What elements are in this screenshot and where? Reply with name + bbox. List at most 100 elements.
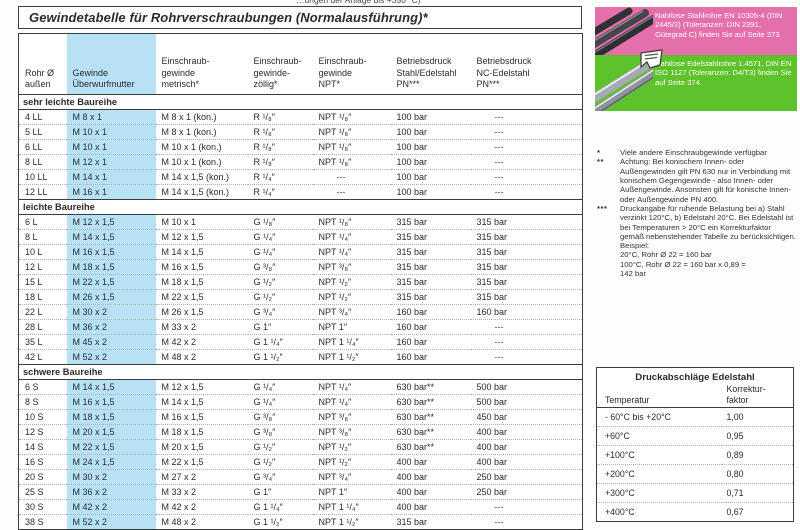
table-cell: 100 bar bbox=[390, 169, 471, 185]
table-cell: G ³/₄″ bbox=[247, 469, 313, 485]
table-cell: M 26 x 1,5 bbox=[66, 289, 156, 305]
table-cell: 100 bar bbox=[390, 124, 471, 140]
table-cell: --- bbox=[470, 319, 583, 335]
table-cell: 8 LL bbox=[18, 154, 67, 170]
table-cell: M 22 x 1,5 bbox=[155, 289, 248, 305]
table-cell: 10 S bbox=[18, 409, 67, 425]
table-cell: R ¹/₈″ bbox=[247, 139, 313, 155]
table-cell: G ¹/₂″ bbox=[247, 274, 313, 290]
table-cell: M 18 x 1,5 bbox=[66, 409, 156, 425]
table-cell: 400 bar bbox=[470, 454, 583, 470]
table-cell: M 14 x 1,5 (kon.) bbox=[155, 184, 248, 200]
correction-table: Temperatur Korrektur- faktor - 60°C bis … bbox=[597, 384, 793, 522]
table-cell: 450 bar bbox=[470, 409, 583, 425]
table-cell: 630 bar** bbox=[390, 409, 471, 425]
table-cell: --- bbox=[470, 349, 583, 365]
section-row: leichte Baureihe bbox=[18, 199, 583, 215]
column-header: Betriebsdruck Stahl/Edelstahl PN*** bbox=[396, 56, 457, 89]
table-cell: 315 bar bbox=[390, 244, 471, 260]
table-cell: NPT ¹/₈″ bbox=[312, 124, 391, 140]
table-header-row: Rohr Ø außen Gewinde Überwurfmutter Einsch… bbox=[19, 33, 583, 95]
table-cell: 315 bar bbox=[470, 289, 583, 305]
correction-table-title: Druckabschläge Edelstahl bbox=[635, 372, 755, 383]
table-cell: M 52 x 2 bbox=[66, 514, 156, 530]
table-cell: G ³/₄″ bbox=[247, 304, 313, 320]
table-cell: M 10 x 1 bbox=[155, 214, 248, 230]
table-cell: 315 bar bbox=[470, 259, 583, 275]
table-cell: 630 bar** bbox=[390, 424, 471, 440]
table-cell: NPT 1 ¹/₄″ bbox=[312, 499, 391, 515]
table-cell: 6 LL bbox=[18, 139, 67, 155]
section-row: schwere Baureihe bbox=[18, 364, 583, 380]
correction-factor: 0,89 bbox=[722, 445, 793, 465]
section-label: leichte Baureihe bbox=[18, 199, 583, 215]
table-cell: M 8 x 1 (kon.) bbox=[155, 109, 248, 125]
correction-col-factor: Korrektur- faktor bbox=[722, 384, 793, 409]
table-cell: 10 LL bbox=[18, 169, 67, 185]
table-cell: M 45 x 2 bbox=[66, 334, 156, 350]
table-cell: NPT ¹/₂″ bbox=[312, 289, 391, 305]
table-cell: G ¹/₄″ bbox=[247, 229, 313, 245]
correction-factor: 0,67 bbox=[722, 502, 793, 522]
table-cell: NPT 1″ bbox=[312, 319, 391, 335]
table-cell: G 1″ bbox=[247, 484, 313, 500]
correction-header-row: Temperatur Korrektur- faktor bbox=[597, 384, 793, 409]
table-cell: 630 bar** bbox=[390, 439, 471, 455]
column-header: Betriebsdruck NC-Edelstahl PN*** bbox=[476, 56, 532, 89]
table-cell: G 1 ¹/₂″ bbox=[247, 514, 313, 530]
section-label: schwere Baureihe bbox=[18, 364, 583, 380]
table-cell: 160 bar bbox=[390, 319, 471, 335]
column-header: Gewinde Überwurfmutter bbox=[66, 33, 156, 95]
table-cell: 12 L bbox=[18, 259, 67, 275]
correction-temperature: +300°C bbox=[597, 483, 723, 503]
table-cell: M 16 x 1,5 bbox=[66, 244, 156, 260]
table-cell: M 10 x 1 bbox=[66, 139, 156, 155]
table-cell: 4 LL bbox=[18, 109, 67, 125]
correction-factor: 0,95 bbox=[722, 426, 793, 446]
table-cell: 12 LL bbox=[18, 184, 67, 200]
info-box-steel-tubes: Nahtlose Stahlrohre EN 10305-4 (DIN 2445… bbox=[595, 7, 797, 55]
thread-table: Rohr Ø außen Gewinde Überwurfmutter Einsch… bbox=[18, 33, 583, 530]
table-cell: 160 bar bbox=[390, 349, 471, 365]
correction-row: +60°C 0,95 bbox=[597, 426, 793, 446]
table-cell: M 48 x 2 bbox=[155, 349, 248, 365]
table-cell: 16 S bbox=[18, 454, 67, 470]
table-cell: 250 bar bbox=[470, 469, 583, 485]
table-cell: 20 S bbox=[18, 469, 67, 485]
table-cell: 315 bar bbox=[390, 214, 471, 230]
table-cell: 38 S bbox=[18, 514, 67, 530]
table-cell: 160 bar bbox=[470, 304, 583, 320]
correction-temperature: +400°C bbox=[597, 502, 723, 522]
table-cell: 10 L bbox=[18, 244, 67, 260]
table-cell: --- bbox=[470, 109, 583, 125]
correction-row: +100°C 0,89 bbox=[597, 445, 793, 465]
table-cell: M 12 x 1,5 bbox=[155, 379, 248, 395]
pennant-icon bbox=[640, 49, 663, 69]
correction-temperature: +100°C bbox=[597, 445, 723, 465]
table-cell: R ¹/₄″ bbox=[247, 184, 313, 200]
table-cell: M 12 x 1,5 bbox=[66, 214, 156, 230]
table-cell: M 10 x 1 (kon.) bbox=[155, 139, 248, 155]
table-cell: --- bbox=[470, 169, 583, 185]
footnote-text: Achtung: Bei konischem Innen- oder Außen… bbox=[620, 157, 791, 204]
table-cell: NPT ³/₄″ bbox=[312, 469, 391, 485]
table-cell: NPT ¹/₂″ bbox=[312, 274, 391, 290]
table-cell: 15 L bbox=[18, 274, 67, 290]
correction-row: +200°C 0,80 bbox=[597, 464, 793, 484]
table-cell: NPT ¹/₈″ bbox=[312, 139, 391, 155]
table-cell: M 12 x 1,5 bbox=[155, 229, 248, 245]
table-cell: --- bbox=[470, 334, 583, 350]
table-cell: M 14 x 1,5 (kon.) bbox=[155, 169, 248, 185]
table-cell: NPT ¹/₄″ bbox=[312, 229, 391, 245]
